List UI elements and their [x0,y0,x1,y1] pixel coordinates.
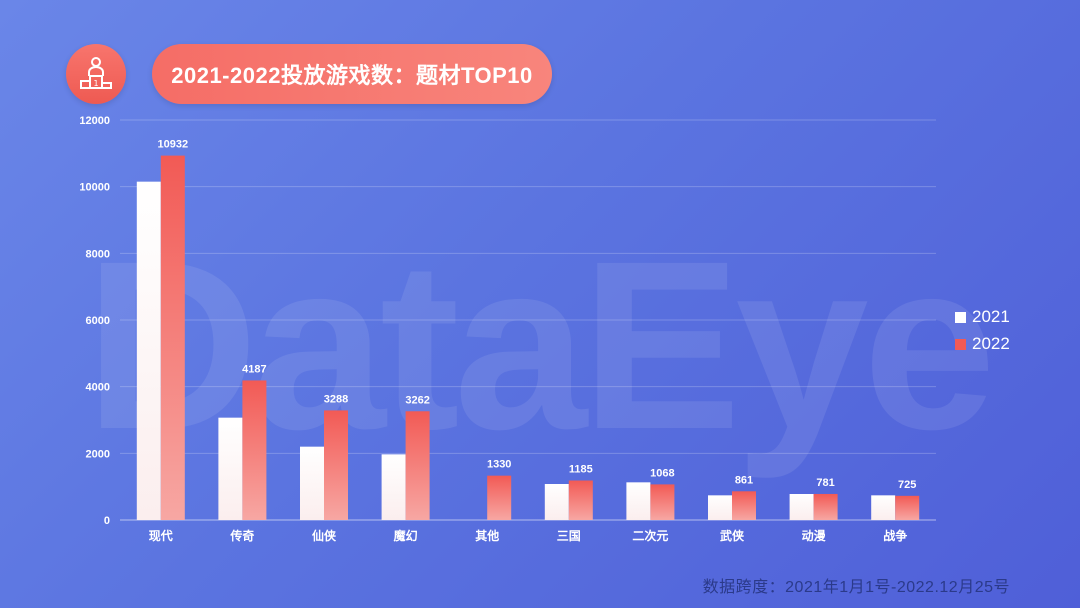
data-label: 4187 [242,363,266,375]
chart-title: 2021-2022投放游戏数：题材TOP10 [152,44,552,104]
data-label: 10932 [158,139,189,151]
x-tick-label: 其他 [475,528,499,543]
bar-2022 [732,491,756,520]
legend-label-2021: 2021 [972,307,1010,326]
x-tick-label: 仙侠 [312,528,337,543]
bar-2021 [544,484,569,520]
x-tick-label: 传奇 [229,528,254,543]
bar-2022 [405,411,430,520]
x-tick-label: 魔幻 [394,528,418,543]
bar-2021 [218,417,243,520]
bar-2021 [136,181,161,520]
x-tick-label: 现代 [149,528,173,543]
legend-item-2022: 2022 [955,334,1010,354]
svg-text:1: 1 [93,79,98,88]
data-label: 1330 [487,459,511,471]
bar-2021 [789,494,814,520]
bar-2021 [626,482,651,520]
y-tick-label: 6000 [86,315,110,327]
y-tick-label: 4000 [86,382,110,394]
bar-2021 [708,495,732,520]
x-tick-label: 武侠 [720,528,745,543]
bar-2022 [895,495,920,520]
legend-label-2022: 2022 [972,334,1010,353]
bar-2022 [650,484,675,520]
data-label: 3262 [405,394,429,406]
legend-item-2021: 2021 [955,307,1010,327]
x-tick-label: 三国 [557,529,581,543]
y-tick-label: 8000 [86,248,110,260]
y-tick-label: 2000 [86,448,110,460]
data-label: 781 [816,477,834,489]
bar-2021 [300,446,324,520]
podium-person-icon: 1 [66,44,126,104]
bar-2022 [242,380,267,520]
data-label: 3288 [324,393,348,405]
bar-2022 [160,155,185,520]
x-tick-label: 战争 [883,528,907,543]
data-label: 861 [735,474,753,486]
bar-2022 [324,410,348,520]
y-tick-label: 0 [104,515,110,527]
data-label: 725 [898,479,916,491]
y-tick-label: 12000 [79,115,110,127]
x-tick-label: 动漫 [802,528,827,543]
footnote: 数据跨度：2021年1月1号-2022.12月25号 [702,579,1010,596]
bar-2021 [871,495,896,520]
bar-2022 [487,475,512,520]
bar-2022 [568,480,593,520]
data-label: 1185 [569,464,593,476]
data-label: 1068 [650,467,674,479]
legend-swatch-2021 [955,311,966,323]
legend-swatch-2022 [955,338,966,350]
x-tick-label: 二次元 [632,528,668,543]
bar-2021 [381,454,406,520]
bar-2022 [813,493,838,520]
y-tick-label: 10000 [79,182,110,194]
